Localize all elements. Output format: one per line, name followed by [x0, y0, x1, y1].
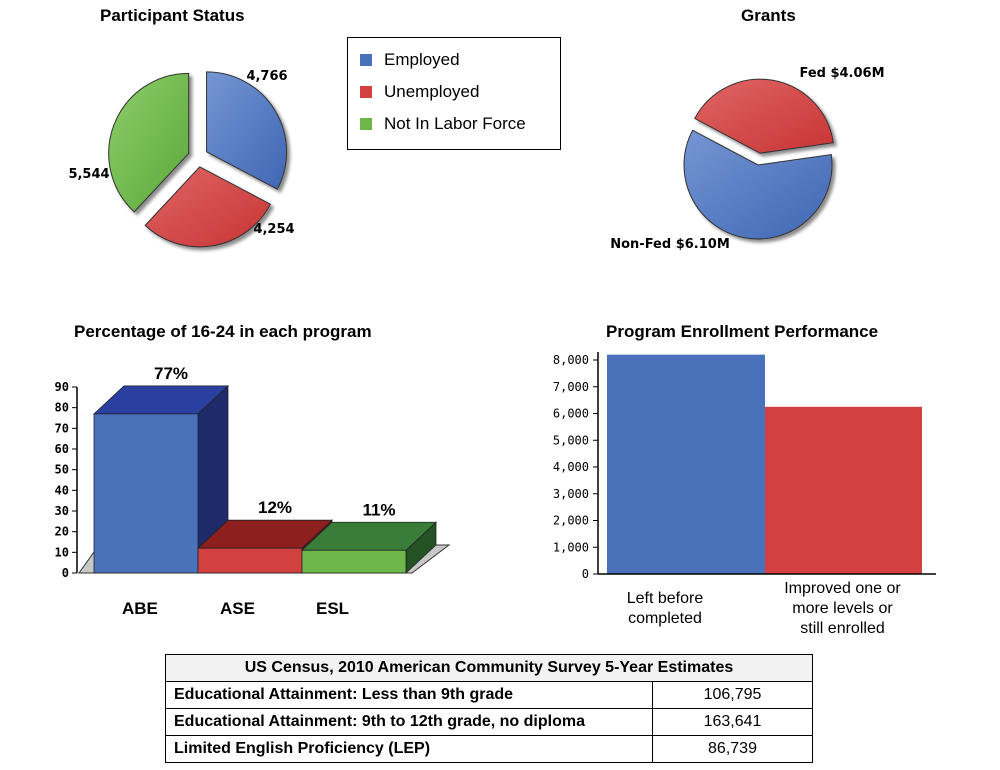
- table-row: Educational Attainment: Less than 9th gr…: [165, 681, 813, 709]
- chart-legend: Employed Unemployed Not In Labor Force: [347, 37, 561, 150]
- pie-slice-not-in-labor-force: [108, 72, 190, 213]
- y-tick-label: 40: [55, 483, 69, 497]
- legend-item-employed: Employed: [360, 50, 460, 70]
- legend-swatch: [360, 54, 372, 66]
- y-tick-label: 3,000: [553, 487, 589, 501]
- y-tick-label: 90: [55, 380, 69, 394]
- legend-item-not-in-labor-force: Not In Labor Force: [360, 114, 526, 134]
- legend-swatch: [360, 86, 372, 98]
- legend-item-unemployed: Unemployed: [360, 82, 479, 102]
- participant-status-title: Participant Status: [100, 6, 245, 25]
- pie-slice-unemployed: [144, 166, 272, 248]
- bar-category-label: ABE: [122, 599, 158, 618]
- y-tick-label: 4,000: [553, 460, 589, 474]
- table-cell-label: Educational Attainment: 9th to 12th grad…: [165, 708, 653, 736]
- pie-slice-fed: [694, 78, 834, 154]
- y-tick-label: 70: [55, 421, 69, 435]
- enrollment-title: Program Enrollment Performance: [606, 322, 879, 341]
- bar-esl: [301, 549, 407, 574]
- table-cell-label: Educational Attainment: Less than 9th gr…: [165, 681, 653, 709]
- bar-abe: [93, 413, 199, 574]
- bar-data-label: 11%: [362, 500, 395, 519]
- y-tick-label: 6,000: [553, 407, 589, 421]
- bar-ase: [197, 547, 303, 574]
- y-tick-label: 8,000: [553, 353, 589, 367]
- grants-title: Grants: [741, 6, 796, 25]
- bar-category-label: ESL: [316, 599, 350, 618]
- census-table: US Census, 2010 American Community Surve…: [165, 654, 813, 763]
- y-tick-label: 80: [55, 401, 69, 415]
- enrollment-category-label: Left before completed: [626, 590, 704, 627]
- y-tick-label: 10: [55, 545, 69, 559]
- legend-label: Employed: [384, 50, 460, 69]
- pie-slice-non-fed: [683, 129, 833, 240]
- pie-data-label: Fed $4.06M: [799, 66, 884, 81]
- pie-slice-employed: [206, 71, 288, 190]
- y-tick-label: 5,000: [553, 433, 589, 447]
- pie-data-label: 5,544: [68, 167, 109, 182]
- table-header-row: US Census, 2010 American Community Surve…: [165, 654, 813, 682]
- enrollment-category-label: Improved one or more levels or still enr…: [784, 580, 901, 637]
- table-header: US Census, 2010 American Community Surve…: [165, 654, 813, 682]
- table-cell-value: 106,795: [652, 681, 813, 709]
- legend-label: Unemployed: [384, 82, 480, 101]
- table-cell-value: 163,641: [652, 708, 813, 736]
- y-tick-label: 1,000: [553, 540, 589, 554]
- y-tick-label: 2,000: [553, 514, 589, 528]
- y-tick-label: 7,000: [553, 380, 589, 394]
- legend-swatch: [360, 118, 372, 130]
- bar-category-label: ASE: [220, 599, 255, 618]
- legend-label: Not In Labor Force: [384, 114, 526, 133]
- y-tick-label: 50: [55, 463, 69, 477]
- bar-data-label: 77%: [154, 364, 188, 383]
- bar-data-label: 12%: [258, 498, 292, 517]
- table-row: Educational Attainment: 9th to 12th grad…: [165, 708, 813, 736]
- y-tick-label: 60: [55, 442, 69, 456]
- y-tick-label: 0: [582, 567, 589, 581]
- pct-16-24-title: Percentage of 16-24 in each program: [74, 322, 372, 341]
- y-tick-label: 20: [55, 525, 69, 539]
- table-row: Limited English Proficiency (LEP) 86,739: [165, 735, 813, 763]
- enrollment-bar: [765, 406, 922, 574]
- pie-data-label: 4,766: [246, 69, 287, 84]
- enrollment-bar: [607, 354, 765, 574]
- table-cell-label: Limited English Proficiency (LEP): [165, 735, 653, 763]
- table-cell-value: 86,739: [652, 735, 813, 763]
- pie-data-label: 4,254: [253, 222, 294, 237]
- y-tick-label: 30: [55, 504, 69, 518]
- pie-data-label: Non-Fed $6.10M: [610, 237, 730, 252]
- y-tick-label: 0: [62, 566, 69, 580]
